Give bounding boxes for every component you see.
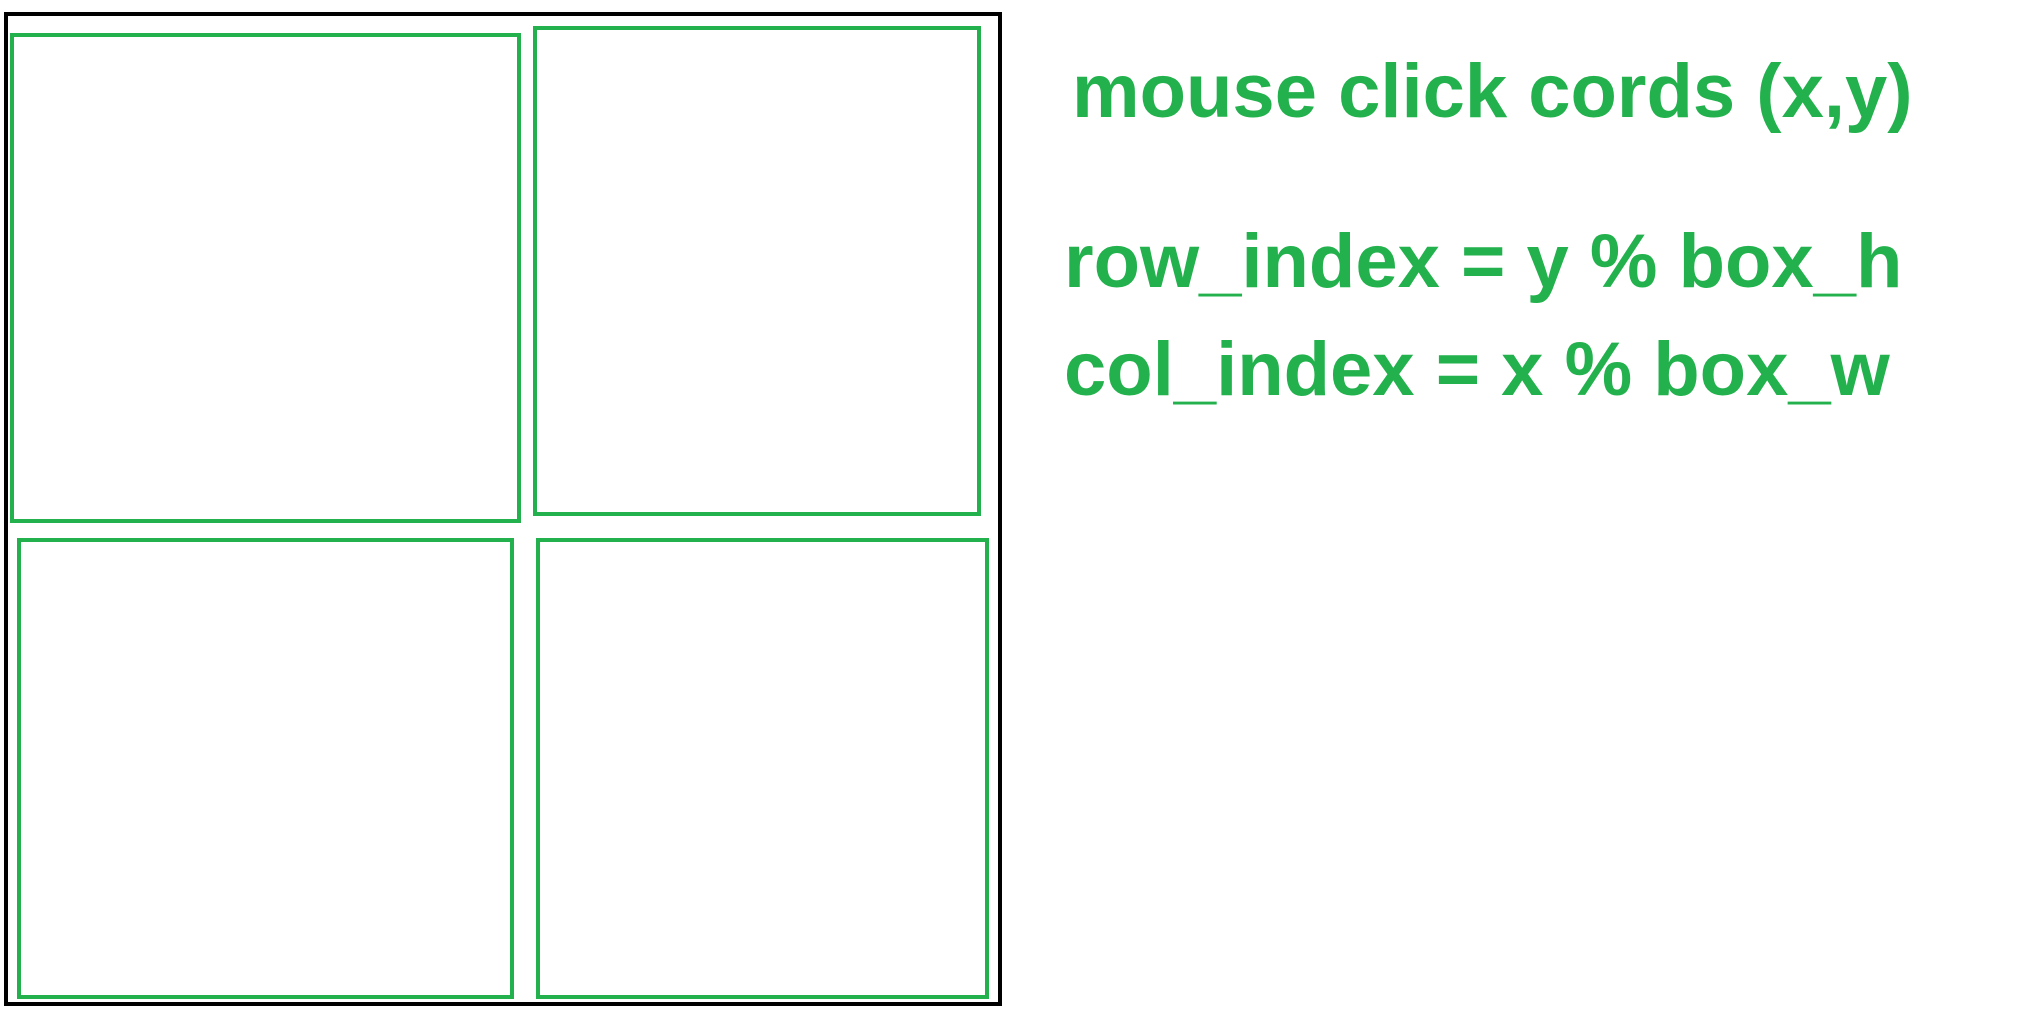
col-index-formula: col_index = x % box_w [1064, 327, 1890, 412]
grid-outer-frame [4, 12, 1002, 1006]
row-index-formula: row_index = y % box_h [1064, 219, 1903, 304]
grid-cell-row0-col0[interactable] [10, 33, 521, 523]
grid-cell-row1-col0[interactable] [17, 538, 514, 999]
click-coords-title: mouse click cords (x,y) [1072, 49, 1913, 134]
grid-cell-row0-col1[interactable] [533, 26, 981, 516]
grid-cell-row1-col1[interactable] [536, 538, 989, 999]
